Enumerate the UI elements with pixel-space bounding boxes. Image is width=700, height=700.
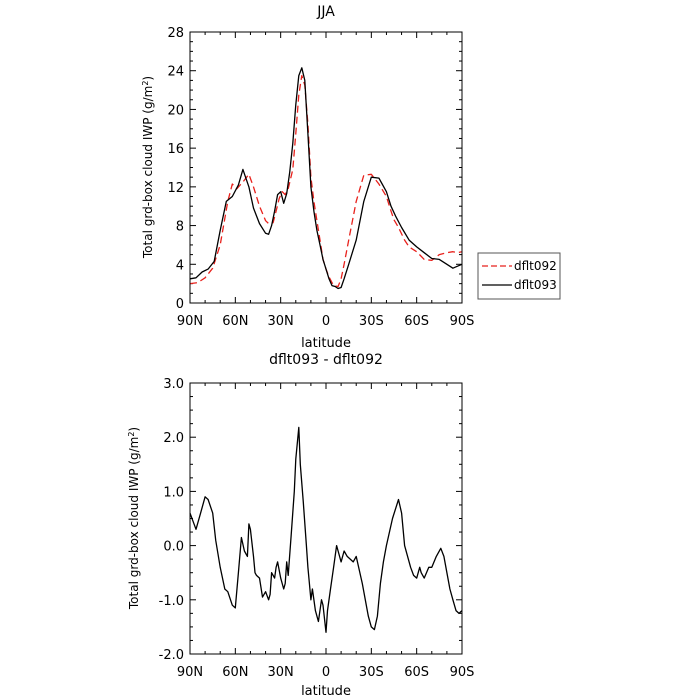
bottom-chart: dflt093 - dflt092 90N 60N 30N 0 30S 60S 90S -2.… [127, 352, 475, 699]
bottom-x-tick-label: 90N [177, 665, 203, 680]
top-series-line-dflt093 [189, 67, 463, 290]
bottom-y-tick-label: 1.0 [163, 485, 184, 500]
top-chart-ylabel: Total grd-box cloud IWP (g/m2) [141, 76, 156, 259]
top-y-tick-label: 28 [167, 26, 184, 41]
top-series-line-dflt092 [189, 74, 463, 288]
top-chart-xlabel: latitude [301, 336, 351, 351]
bottom-series-line-0 [189, 426, 463, 633]
top-y-tick-label: 4 [176, 258, 184, 273]
top-ylabel-main: Total grd-box cloud IWP (g/m [141, 86, 155, 259]
bottom-ylabel-main: Total grd-box cloud IWP (g/m [127, 437, 141, 610]
bottom-y-tick-label: 0.0 [163, 540, 184, 555]
top-x-tick-label: 30N [268, 314, 294, 329]
bottom-y-tick-label: 2.0 [163, 431, 184, 446]
top-x-tick-label: 0 [322, 314, 330, 329]
bottom-y-tick-label: 3.0 [163, 377, 184, 392]
top-x-tick-label: 60S [404, 314, 429, 329]
top-ylabel-end: ) [141, 76, 155, 81]
bottom-y-tick-label: -1.0 [159, 594, 184, 609]
top-x-tick-label: 90N [177, 314, 203, 329]
top-y-tick-label: 0 [176, 297, 184, 312]
top-y-tick-label: 12 [167, 181, 184, 196]
top-x-tick-label: 30S [359, 314, 384, 329]
top-chart-title: JJA [316, 4, 335, 20]
bottom-ylabel-end: ) [127, 427, 141, 432]
top-y-tick-label: 24 [167, 65, 184, 80]
top-y-tick-label: 20 [167, 103, 184, 118]
bottom-chart-title: dflt093 - dflt092 [269, 352, 383, 368]
top-chart-lines [189, 67, 463, 290]
bottom-y-tick-label: -2.0 [159, 648, 184, 663]
legend-label-dflt093: dflt093 [514, 278, 557, 292]
top-y-tick-label: 8 [176, 220, 184, 235]
bottom-chart-xlabel: latitude [301, 684, 351, 699]
top-ylabel-sup: 2 [141, 81, 150, 86]
bottom-chart-ylabel: Total grd-box cloud IWP (g/m2) [127, 427, 142, 610]
top-chart-axes: 90N 60N 30N 0 30S 60S 90S 0 4 8 12 16 20 24 28 [167, 26, 474, 329]
bottom-x-tick-label: 90S [450, 665, 475, 680]
legend-label-dflt092: dflt092 [514, 259, 557, 273]
bottom-chart-lines [189, 426, 463, 633]
bottom-x-tick-label: 60S [404, 665, 429, 680]
top-y-tick-label: 16 [167, 142, 184, 157]
legend-box [477, 252, 561, 300]
top-chart: JJA 90N 60N 30N 0 30S 60S 90S 0 4 8 12 16 20 24 28 lat… [141, 4, 561, 351]
bottom-x-tick-label: 30S [359, 665, 384, 680]
bottom-plot-frame [189, 382, 463, 655]
bottom-x-tick-label: 60N [222, 665, 248, 680]
top-x-tick-label: 90S [450, 314, 475, 329]
bottom-ylabel-sup: 2 [127, 432, 136, 437]
bottom-x-tick-label: 30N [268, 665, 294, 680]
legend: dflt092 dflt093 [477, 252, 561, 300]
bottom-chart-axes: 90N 60N 30N 0 30S 60S 90S -2.0 -1.0 0.0 1.0 2.0 3.0 [159, 377, 475, 680]
bottom-x-tick-label: 0 [322, 665, 330, 680]
top-x-tick-label: 60N [222, 314, 248, 329]
top-plot-frame [189, 31, 463, 304]
